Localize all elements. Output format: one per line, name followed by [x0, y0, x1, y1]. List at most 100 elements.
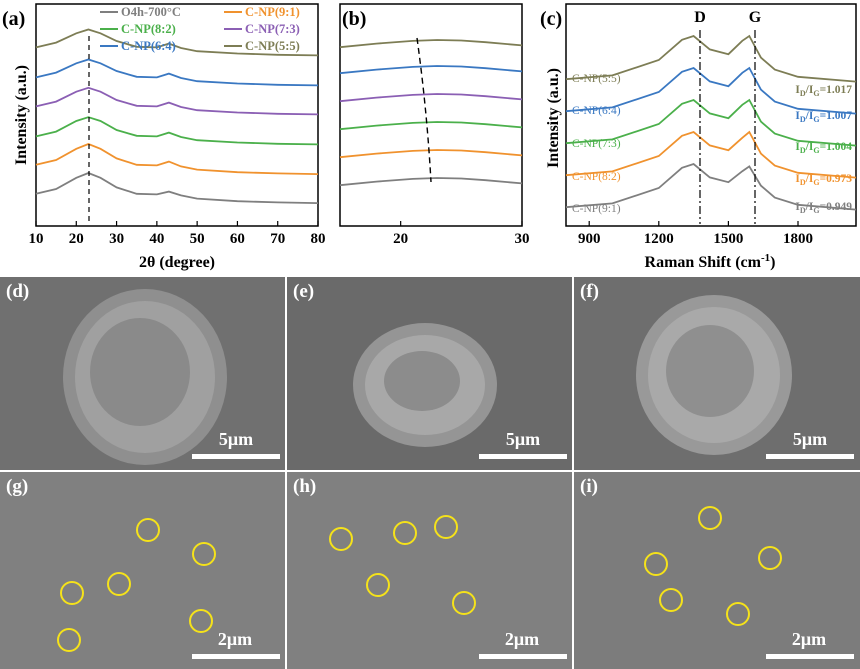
- scale-text-f: 5μm: [792, 429, 828, 449]
- ratio-part: G: [813, 89, 819, 98]
- ratio-part: D: [800, 206, 806, 215]
- plot-frame-b: [339, 3, 523, 227]
- legend-entry: O4h-700°C: [121, 5, 181, 19]
- x-tick-label-a: 70: [270, 231, 285, 247]
- xrd-series-line: [35, 58, 319, 87]
- scale-text-e: 5μm: [505, 429, 541, 449]
- raman-sample-label: C-NP(8:2): [572, 171, 621, 183]
- raman-sample-label: C-NP(9:1): [572, 203, 621, 215]
- x-axis-label-c: Raman Shift (cm-1): [645, 252, 776, 271]
- legend-entry: C-NP(9:1): [245, 5, 300, 19]
- x-tick-label-a: 40: [149, 231, 164, 247]
- raman-sample-label: C-NP(5:5): [572, 73, 621, 85]
- sem-image-h: (h) 2μm: [287, 472, 572, 669]
- ratio-part: =0.949: [820, 201, 853, 213]
- pore-marker: [107, 572, 131, 596]
- x-tick-label-c: 1500: [713, 231, 743, 247]
- peak-shift-marker-b: [416, 37, 432, 183]
- ratio-part: I: [795, 173, 800, 185]
- panel-label-g: (g): [6, 476, 29, 497]
- pore-marker: [329, 527, 353, 551]
- pore-marker: [726, 602, 750, 626]
- ratio-part: G: [813, 115, 819, 124]
- ratio-part: =0.973: [820, 173, 853, 185]
- legend-entry: C-NP(6:4): [121, 39, 176, 53]
- panel-label-b: (b): [342, 8, 366, 30]
- sem-texture-e: [287, 277, 572, 470]
- sem-image-f: (f) 5μm: [574, 277, 860, 470]
- ratio-part: /I: [805, 201, 814, 213]
- panel-label-a: (a): [2, 8, 25, 30]
- panel-label-e: (e): [293, 281, 315, 302]
- scale-bar-f: [766, 454, 854, 459]
- pore-marker: [452, 591, 476, 615]
- pore-marker: [366, 573, 390, 597]
- sem-texture-d: [0, 277, 285, 470]
- scale-text-h: 2μm: [504, 629, 540, 649]
- sem-texture-h: [287, 472, 572, 669]
- raman-series-line: [565, 66, 857, 115]
- x-tick-label-b: 20: [393, 231, 408, 247]
- pore-marker: [189, 609, 213, 633]
- x-axis-label-c-end: ): [770, 254, 775, 271]
- ratio-part: /I: [805, 173, 814, 185]
- raman-ratio-label: ID/IG=0.949: [795, 201, 852, 215]
- pore-marker: [192, 542, 216, 566]
- plot-frame-c: [565, 3, 857, 227]
- pore-marker: [60, 581, 84, 605]
- panel-label-i: (i): [580, 476, 598, 497]
- scale-bar-i: [766, 654, 854, 659]
- scale-bar-d: [192, 454, 280, 459]
- scale-bar-h: [479, 654, 567, 659]
- pore-marker: [659, 588, 683, 612]
- xrd-series-line: [35, 28, 319, 57]
- ratio-part: =1.007: [820, 110, 853, 122]
- xrd-series-line: [35, 143, 319, 175]
- xrd-series-line: [35, 116, 319, 146]
- xrd-zoom-chart: (b) 20 30: [339, 3, 530, 247]
- raman-series-line: [565, 162, 857, 211]
- ratio-part: G: [813, 178, 819, 187]
- pore-marker: [758, 546, 782, 570]
- raman-series-line: [565, 98, 857, 147]
- sem-texture-f: [574, 277, 860, 470]
- xrd-full-chart: (a) Intensity (a.u.) 10 20 30 40 50 60 70 80 O4…: [2, 3, 326, 271]
- ratio-part: =1.004: [820, 141, 853, 153]
- ratio-part: I: [795, 201, 800, 213]
- x-tick-label-a: 10: [29, 231, 44, 247]
- raman-ratio-label: ID/IG=1.017: [795, 84, 852, 98]
- x-axis-label-c-sup: -1: [761, 252, 770, 264]
- d-band-label: D: [694, 9, 706, 26]
- x-tick-label-a: 60: [230, 231, 245, 247]
- x-tick-label-b: 30: [515, 231, 530, 247]
- x-axis-label-a: 2θ (degree): [139, 254, 215, 271]
- ratio-part: D: [800, 89, 806, 98]
- x-tick-label-a: 30: [109, 231, 124, 247]
- scale-text-i: 2μm: [791, 629, 827, 649]
- sem-image-g: (g) 2μm: [0, 472, 285, 669]
- xrd-zoom-series-line: [339, 39, 523, 49]
- raman-ratio-label: ID/IG=1.004: [795, 141, 852, 155]
- raman-series-line: [565, 130, 857, 179]
- pore-marker: [393, 521, 417, 545]
- panel-label-c: (c): [540, 8, 562, 30]
- y-axis-label-a: Intensity (a.u.): [13, 65, 30, 165]
- ratio-part: /I: [805, 84, 814, 96]
- legend-entry: C-NP(5:5): [245, 39, 300, 53]
- pore-marker: [644, 552, 668, 576]
- scale-text-g: 2μm: [217, 629, 253, 649]
- g-band-label: G: [749, 9, 762, 26]
- ratio-part: G: [813, 146, 819, 155]
- xrd-zoom-series-line: [339, 149, 523, 159]
- raman-sample-label: C-NP(6:4): [572, 105, 621, 117]
- xrd-zoom-series-line: [339, 65, 523, 75]
- sem-image-i: (i) 2μm: [574, 472, 860, 669]
- xrd-series-line: [35, 86, 319, 116]
- xrd-zoom-series-line: [339, 177, 523, 187]
- ratio-part: D: [800, 178, 806, 187]
- raman-chart: (c) Intensity (a.u.) 900 1200 1500 1800 D G…: [540, 3, 857, 271]
- plot-frame-a: [35, 3, 319, 227]
- raman-series-line: [565, 34, 857, 83]
- pore-marker: [136, 518, 160, 542]
- ratio-part: I: [795, 110, 800, 122]
